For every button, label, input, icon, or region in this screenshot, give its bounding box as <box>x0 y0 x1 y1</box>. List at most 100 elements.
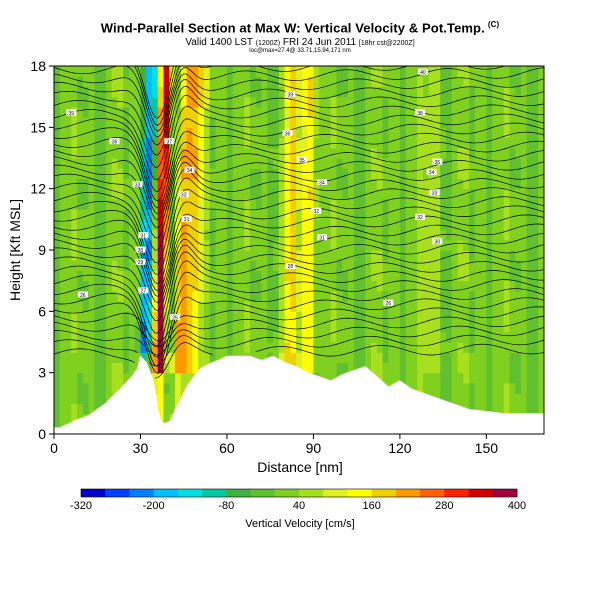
velocity-cell <box>59 413 67 425</box>
velocity-cell <box>261 311 268 323</box>
velocity-cell <box>169 198 176 210</box>
velocity-cell <box>261 219 268 231</box>
velocity-cell <box>261 127 268 139</box>
velocity-cell <box>515 198 522 210</box>
velocity-cell <box>515 66 522 77</box>
velocity-cell <box>232 66 240 77</box>
velocity-cell <box>221 250 228 261</box>
velocity-cell <box>105 290 113 302</box>
velocity-cell <box>486 117 493 128</box>
velocity-cell <box>284 301 291 312</box>
velocity-cell <box>284 280 291 292</box>
velocity-cell <box>198 188 205 200</box>
velocity-cell <box>169 127 176 139</box>
velocity-cell <box>463 106 470 118</box>
velocity-cell <box>128 198 136 210</box>
velocity-cell <box>82 250 90 261</box>
velocity-cell <box>273 331 280 343</box>
theta-contour-label: 32 <box>415 213 426 221</box>
velocity-cell <box>54 188 61 200</box>
velocity-cell <box>146 229 153 241</box>
svg-text:31: 31 <box>319 236 325 242</box>
velocity-cell <box>515 178 522 190</box>
velocity-cell <box>376 209 384 220</box>
velocity-cell <box>209 290 217 302</box>
velocity-cell <box>365 290 372 302</box>
y-tick-label: 12 <box>30 181 46 197</box>
velocity-cell <box>88 352 95 364</box>
velocity-cell <box>434 250 441 261</box>
velocity-cell <box>492 270 499 282</box>
velocity-cell <box>278 290 286 302</box>
velocity-cell <box>336 168 343 180</box>
velocity-cell <box>296 137 303 149</box>
velocity-cell <box>71 198 78 210</box>
velocity-cell <box>365 127 372 139</box>
colorbar-swatch <box>347 489 373 497</box>
velocity-cell <box>388 260 395 272</box>
velocity-cell <box>422 158 430 169</box>
velocity-cell <box>221 106 228 118</box>
velocity-cell <box>422 137 430 149</box>
velocity-cell <box>486 321 493 333</box>
velocity-cell <box>134 137 142 149</box>
velocity-cell <box>394 127 401 139</box>
velocity-cell <box>88 229 95 241</box>
velocity-cell <box>54 270 61 282</box>
velocity-cell <box>353 198 361 210</box>
velocity-cell <box>250 321 257 333</box>
colorbar-tick-label: 40 <box>293 500 305 512</box>
velocity-cell <box>382 96 389 108</box>
velocity-cell <box>469 178 476 190</box>
velocity-cell <box>365 331 372 343</box>
velocity-cell <box>422 382 430 394</box>
velocity-cell <box>457 137 464 149</box>
velocity-cell <box>526 209 534 220</box>
velocity-cell <box>382 66 389 77</box>
velocity-cell <box>250 188 257 200</box>
velocity-cell <box>163 239 170 251</box>
velocity-cell <box>532 106 539 118</box>
velocity-cell <box>94 250 101 261</box>
velocity-cell <box>532 86 539 98</box>
velocity-cell <box>180 372 188 384</box>
velocity-cell <box>388 168 395 180</box>
velocity-cell <box>134 321 142 333</box>
velocity-cell <box>359 290 366 302</box>
velocity-cell <box>365 178 372 190</box>
velocity-cell <box>457 311 464 323</box>
velocity-cell <box>417 250 424 261</box>
velocity-cell <box>198 117 205 128</box>
velocity-cell <box>163 270 170 282</box>
velocity-cell <box>342 260 349 272</box>
velocity-cell <box>469 209 476 220</box>
velocity-cell <box>296 321 303 333</box>
velocity-cell <box>538 137 544 149</box>
velocity-cell <box>348 158 355 169</box>
velocity-cell <box>520 209 528 220</box>
velocity-cell <box>313 290 320 302</box>
velocity-cell <box>134 209 142 220</box>
velocity-cell <box>59 76 67 88</box>
velocity-cell <box>54 147 61 159</box>
velocity-cell <box>463 168 470 180</box>
velocity-cell <box>244 311 251 323</box>
velocity-cell <box>457 158 464 169</box>
velocity-cell <box>94 188 101 200</box>
velocity-cell <box>394 147 401 159</box>
velocity-cell <box>451 301 459 312</box>
velocity-cell <box>422 270 430 282</box>
velocity-cell <box>446 239 453 251</box>
velocity-cell <box>88 137 95 149</box>
velocity-cell <box>307 352 315 364</box>
velocity-cell <box>65 280 72 292</box>
velocity-cell <box>71 250 78 261</box>
velocity-cell <box>175 106 182 118</box>
velocity-cell <box>238 219 245 231</box>
velocity-cell <box>215 188 222 200</box>
velocity-cell <box>255 352 263 364</box>
velocity-cell <box>192 362 199 374</box>
velocity-cell <box>163 280 170 292</box>
velocity-cell <box>417 178 424 190</box>
velocity-cell <box>94 198 101 210</box>
